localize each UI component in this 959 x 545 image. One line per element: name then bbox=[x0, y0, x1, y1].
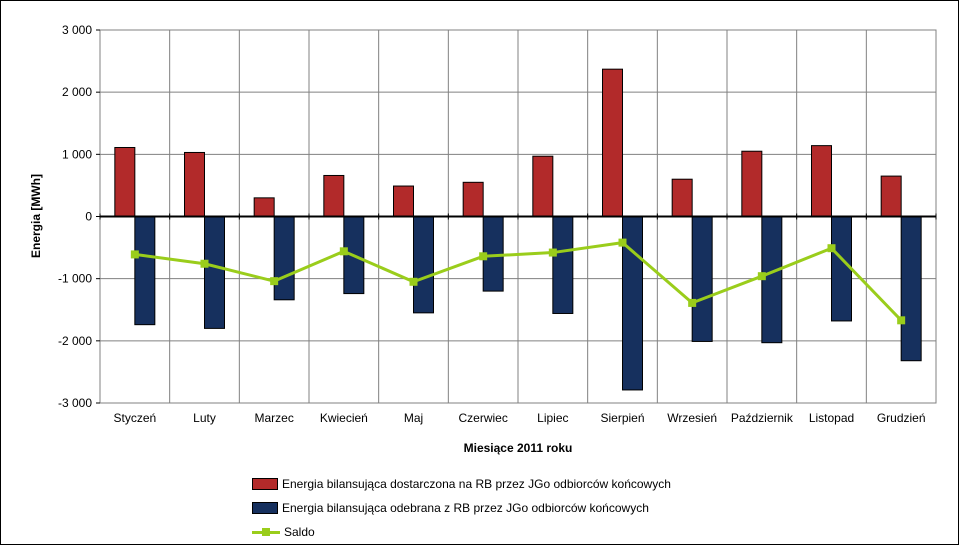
bar-dostarczona bbox=[602, 68, 623, 218]
bar-dostarczona bbox=[671, 178, 693, 217]
x-tick-label: Marzec bbox=[254, 411, 293, 425]
saldo-line bbox=[134, 241, 903, 322]
y-tick-label: -2 000 bbox=[58, 334, 92, 348]
saldo-point bbox=[827, 244, 836, 253]
x-axis-ticks: Styczeń Luty Marzec Kwiecień Maj Czerwiec Lipi… bbox=[99, 213, 937, 425]
y-axis-title: Energia [MWh] bbox=[29, 174, 43, 258]
y-tick-label: -3 000 bbox=[58, 396, 92, 410]
bar-dostarczona bbox=[114, 146, 136, 217]
bar-dostarczona bbox=[323, 174, 345, 217]
bar-dostarczona bbox=[741, 150, 763, 218]
y-axis-ticks: 3 000 2 000 1 000 0 -1 000 -2 000 -3 000 bbox=[58, 23, 100, 410]
bar-dostarczona bbox=[393, 185, 414, 217]
bar-odebrana bbox=[900, 216, 922, 362]
y-tick-label: 3 000 bbox=[62, 23, 92, 37]
x-tick-label: Listopad bbox=[809, 411, 854, 425]
bar-odebrana bbox=[413, 216, 434, 314]
legend-label-dostarczona: Energia bilansująca dostarczona na RB pr… bbox=[282, 477, 671, 491]
x-tick-label: Lipiec bbox=[537, 411, 568, 425]
legend-item-odebrana: Energia bilansująca odebrana z RB przez … bbox=[252, 496, 671, 520]
legend-label-odebrana: Energia bilansująca odebrana z RB przez … bbox=[282, 501, 649, 515]
bar-odebrana bbox=[691, 216, 713, 342]
bar-dostarczona bbox=[532, 155, 554, 217]
saldo-series bbox=[130, 238, 906, 325]
bar-odebrana bbox=[831, 216, 852, 322]
saldo-point bbox=[479, 252, 488, 261]
bar-dostarczona bbox=[184, 151, 205, 218]
saldo-point bbox=[200, 259, 209, 268]
legend-item-dostarczona: Energia bilansująca dostarczona na RB pr… bbox=[252, 472, 671, 496]
saldo-point bbox=[897, 316, 906, 325]
x-tick-label: Styczeń bbox=[113, 411, 156, 425]
x-tick-label: Kwiecień bbox=[320, 411, 368, 425]
bar-odebrana bbox=[204, 216, 225, 329]
x-tick-label: Październik bbox=[731, 411, 794, 425]
saldo-point bbox=[130, 250, 139, 259]
saldo-point bbox=[270, 277, 279, 286]
bars bbox=[114, 68, 922, 391]
y-tick-label: -1 000 bbox=[58, 272, 92, 286]
bar-dostarczona bbox=[811, 145, 832, 218]
bar-odebrana bbox=[134, 216, 156, 326]
legend-item-saldo: Saldo bbox=[252, 520, 671, 544]
x-tick-label: Maj bbox=[404, 411, 423, 425]
saldo-point bbox=[757, 272, 766, 281]
legend: Energia bilansująca dostarczona na RB pr… bbox=[252, 472, 671, 544]
legend-swatch-saldo bbox=[252, 526, 280, 538]
legend-label-saldo: Saldo bbox=[284, 525, 315, 539]
x-tick-label: Luty bbox=[193, 411, 216, 425]
legend-swatch-red bbox=[252, 478, 278, 490]
bar-dostarczona bbox=[462, 181, 484, 217]
bar-odebrana bbox=[273, 216, 295, 301]
saldo-point bbox=[548, 248, 557, 257]
saldo-point bbox=[409, 277, 418, 286]
x-tick-label: Grudzień bbox=[877, 411, 926, 425]
x-tick-label: Czerwiec bbox=[458, 411, 507, 425]
bar-dostarczona bbox=[880, 175, 902, 217]
legend-swatch-navy bbox=[252, 502, 278, 514]
x-tick-label: Sierpień bbox=[600, 411, 644, 425]
y-tick-label: 2 000 bbox=[62, 85, 92, 99]
saldo-point bbox=[339, 247, 348, 256]
x-tick-label: Wrzesień bbox=[667, 411, 717, 425]
saldo-point bbox=[618, 238, 627, 247]
saldo-point bbox=[688, 298, 697, 307]
bar-odebrana bbox=[552, 216, 574, 314]
y-tick-label: 1 000 bbox=[62, 147, 92, 161]
bar-dostarczona bbox=[253, 197, 275, 218]
y-tick-label: 0 bbox=[85, 210, 92, 224]
x-axis-title: Miesiące 2011 roku bbox=[464, 441, 573, 455]
